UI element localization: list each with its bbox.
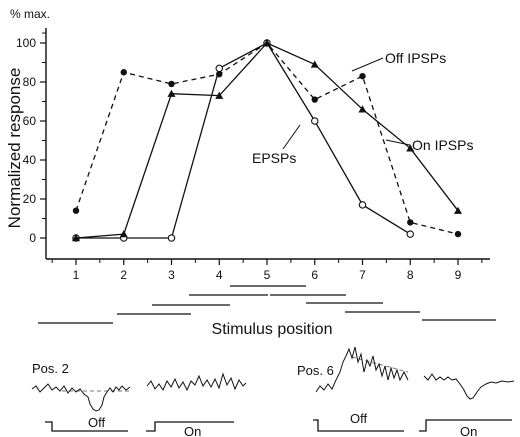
y-axis-label: Normalized response [5,68,24,229]
trace-on-pos6 [423,373,515,400]
trace-on-pos2 [146,372,247,392]
data-point-epsps-7 [358,201,367,209]
y-tick-label-40: 40 [23,153,37,167]
stimulus-step-on-pos2 [146,421,234,432]
data-point-off-ipsps-2 [120,69,127,76]
data-point-on-ipsps-2 [119,230,128,238]
data-point-off-ipsps-1 [72,207,80,214]
trace-off-label-pos6: Off [350,411,367,426]
y-unit-label: % max. [10,7,50,21]
trace-label-pos2: Pos. 2 [32,361,69,376]
x-tick-label-7: 7 [359,268,366,282]
data-point-off-ipsps-6 [311,96,318,103]
stimulus-step-on-pos6 [419,419,512,432]
trace-panel-pos2: Pos. 2 Off On [31,361,247,437]
series-label-epsps: EPSPs [252,150,296,166]
stimulus-step-off-pos6 [313,419,404,432]
x-tick-label-8: 8 [407,268,414,282]
trace-label-pos6: Pos. 6 [297,363,334,378]
x-tick-label-2: 2 [120,268,127,282]
data-point-on-ipsps-1 [72,234,80,242]
data-point-off-ipsps-9 [454,230,462,238]
x-ticks: 1 2 3 4 5 6 7 8 9 [51,259,483,282]
data-point-epsps-6 [310,117,319,125]
trace-baseline-pos6 [351,356,409,373]
series-layer [72,39,462,242]
x-tick-label-9: 9 [455,268,462,282]
data-point-epsps-8 [406,230,414,238]
series-pointer-on [385,139,411,146]
x-tick-label-5: 5 [264,268,271,282]
series-label-on: On IPSPs [412,137,473,153]
data-point-on-ipsps-5 [263,39,271,47]
stimulus-step-off-pos2 [45,421,128,432]
series-line-epsps [76,42,411,239]
data-point-on-ipsps-8 [406,144,415,152]
data-point-on-ipsps-4 [215,91,224,99]
series-label-off: Off IPSPs [385,50,446,66]
y-ticks: 0 20 40 60 80 100 [16,32,46,245]
trace-panel-pos6: Pos. 6 Off On [297,346,515,437]
series-line-on-ipsps [75,42,459,239]
x-tick-label-1: 1 [73,268,80,282]
trace-off-pos2 [31,383,131,412]
x-tick-label-3: 3 [168,268,175,282]
series-pointer-epsps [282,124,301,150]
data-point-on-ipsps-7 [358,105,367,113]
data-point-on-ipsps-9 [454,206,462,214]
trace-on-label-pos6: On [460,424,477,437]
y-tick-label-80: 80 [23,75,37,89]
data-point-off-ipsps-8 [407,219,414,226]
data-point-off-ipsps-7 [359,72,366,80]
y-tick-label-100: 100 [16,36,36,50]
y-tick-label-0: 0 [29,231,36,245]
trace-on-label-pos2: On [184,424,201,437]
y-tick-label-60: 60 [23,114,37,128]
trace-off-label-pos2: Off [88,415,105,430]
x-tick-label-4: 4 [216,268,223,282]
data-point-off-ipsps-3 [168,80,175,88]
data-point-epsps-3 [167,234,176,242]
stimulus-bars [38,285,496,324]
y-tick-label-20: 20 [23,192,37,206]
x-tick-label-6: 6 [311,268,318,282]
data-point-on-ipsps-3 [167,89,176,97]
series-pointer-off [351,57,384,72]
x-axis-label: Stimulus position [212,321,333,338]
data-point-on-ipsps-6 [310,60,319,68]
trace-off-pos6 [315,346,409,393]
data-point-epsps-4 [215,64,224,73]
